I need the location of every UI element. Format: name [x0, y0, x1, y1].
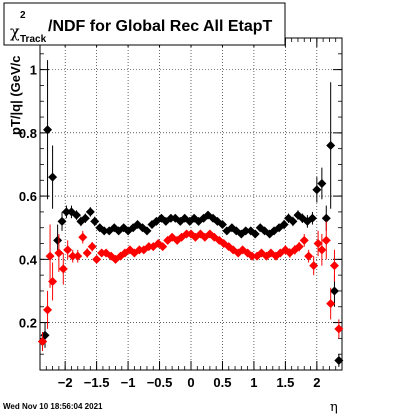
- x-tick-label: 0.5: [213, 375, 231, 390]
- data-point: [279, 220, 289, 230]
- x-tick-label: −0.5: [147, 375, 173, 390]
- data-point: [329, 261, 339, 271]
- data-point: [57, 216, 67, 226]
- data-point: [334, 356, 344, 366]
- x-tick-label: 2: [313, 375, 320, 390]
- title-subscript: Track: [20, 34, 47, 45]
- data-point: [312, 185, 322, 195]
- data-point: [71, 210, 81, 220]
- title-text: /NDF for Global Rec All EtapT: [48, 18, 273, 35]
- data-point: [304, 251, 314, 261]
- y-tick-label: 0.4: [19, 252, 38, 267]
- data-series: [38, 60, 344, 367]
- data-point: [48, 172, 58, 182]
- data-point: [43, 305, 53, 315]
- data-point: [38, 337, 48, 347]
- y-tick-label: 1: [30, 63, 37, 78]
- x-tick-label: −1: [121, 375, 136, 390]
- data-point: [87, 242, 97, 252]
- data-point: [288, 216, 298, 226]
- data-point: [321, 213, 331, 223]
- data-point: [241, 226, 251, 236]
- title-symbol: χ: [10, 22, 20, 41]
- data-point: [78, 232, 88, 242]
- data-point: [54, 248, 64, 258]
- chart-title: χ 2 Track /NDF for Global Rec All EtapT: [3, 2, 286, 46]
- grid: [40, 38, 342, 370]
- data-point: [299, 235, 309, 245]
- data-point: [53, 235, 63, 245]
- x-tick-label: 1.5: [276, 375, 294, 390]
- x-axis-label: η: [330, 400, 338, 414]
- data-point: [73, 251, 83, 261]
- series-0: [38, 60, 344, 367]
- y-tick-label: 0.6: [19, 189, 37, 204]
- data-point: [43, 125, 53, 135]
- y-tick-label: 0.8: [19, 126, 37, 141]
- y-axis-label: pT/|q| (GeV/c: [8, 55, 23, 135]
- data-point: [217, 220, 227, 230]
- data-point: [329, 286, 339, 296]
- data-point: [92, 254, 102, 264]
- title-superscript: 2: [20, 10, 26, 21]
- data-point: [99, 226, 109, 236]
- data-point: [294, 242, 304, 252]
- data-point: [307, 213, 317, 223]
- data-point: [321, 235, 331, 245]
- data-point: [326, 299, 336, 309]
- data-point: [158, 242, 168, 252]
- x-tick-label: −2: [58, 375, 73, 390]
- data-point: [317, 178, 327, 188]
- x-tick-labels: −2 −1.5 −1 −0.5 0 0.5 1 1.5 2: [58, 375, 321, 390]
- y-tick-label: 0.2: [19, 316, 37, 331]
- data-point: [82, 248, 92, 258]
- data-point: [313, 239, 323, 249]
- data-point: [334, 324, 344, 334]
- data-point: [61, 207, 71, 217]
- series-1: [38, 221, 344, 352]
- x-tick-label: 1: [250, 375, 257, 390]
- x-tick-label: −1.5: [84, 375, 110, 390]
- data-point: [250, 229, 260, 239]
- data-point: [90, 216, 100, 226]
- data-point: [309, 261, 319, 271]
- data-point: [142, 226, 152, 236]
- y-tick-labels: 0.2 0.4 0.6 0.8 1: [19, 63, 38, 331]
- x-tick-label: 0: [187, 375, 194, 390]
- data-point: [247, 251, 257, 261]
- data-point: [326, 141, 336, 151]
- timestamp: Wed Nov 10 18:56:04 2021: [3, 402, 103, 411]
- data-point: [317, 245, 327, 255]
- title-box: [3, 2, 286, 46]
- data-point: [68, 251, 78, 261]
- data-point: [48, 276, 58, 286]
- data-point: [45, 251, 55, 261]
- data-point: [85, 207, 95, 217]
- data-point: [58, 264, 68, 274]
- data-point: [80, 213, 90, 223]
- data-point: [63, 245, 73, 255]
